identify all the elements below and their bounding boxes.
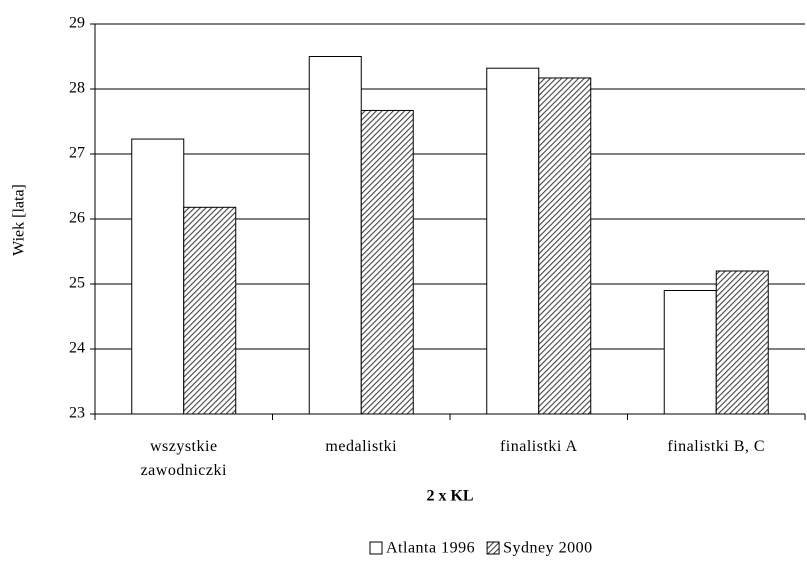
y-tick-label: 27 [69, 145, 85, 162]
x-tick-label: finalistki B, C [667, 438, 766, 455]
legend-label: Atlanta 1996 [386, 540, 475, 557]
y-tick-label: 23 [69, 405, 85, 422]
y-tick-label: 29 [69, 15, 85, 32]
y-tick-label: 26 [69, 210, 85, 227]
x-tick-label: medalistki [325, 438, 398, 455]
bar [663, 290, 717, 415]
bar [131, 138, 185, 415]
y-tick-label: 24 [69, 340, 85, 357]
legend-label: Sydney 2000 [503, 540, 593, 557]
x-tick-label: wszystkie zawodniczki [140, 438, 227, 479]
y-axis-label: Wiek [lata] [11, 184, 28, 256]
bar [715, 270, 769, 415]
legend-swatch [486, 541, 500, 555]
bar [486, 67, 540, 415]
bar [360, 109, 414, 415]
legend-swatch [369, 541, 383, 555]
bar [308, 56, 362, 415]
bar [538, 77, 592, 415]
bar [183, 206, 237, 415]
x-axis-label: 2 x KL [426, 488, 473, 505]
y-tick-label: 25 [69, 275, 85, 292]
x-tick-label: finalistki A [499, 438, 578, 455]
y-tick-label: 28 [69, 80, 85, 97]
